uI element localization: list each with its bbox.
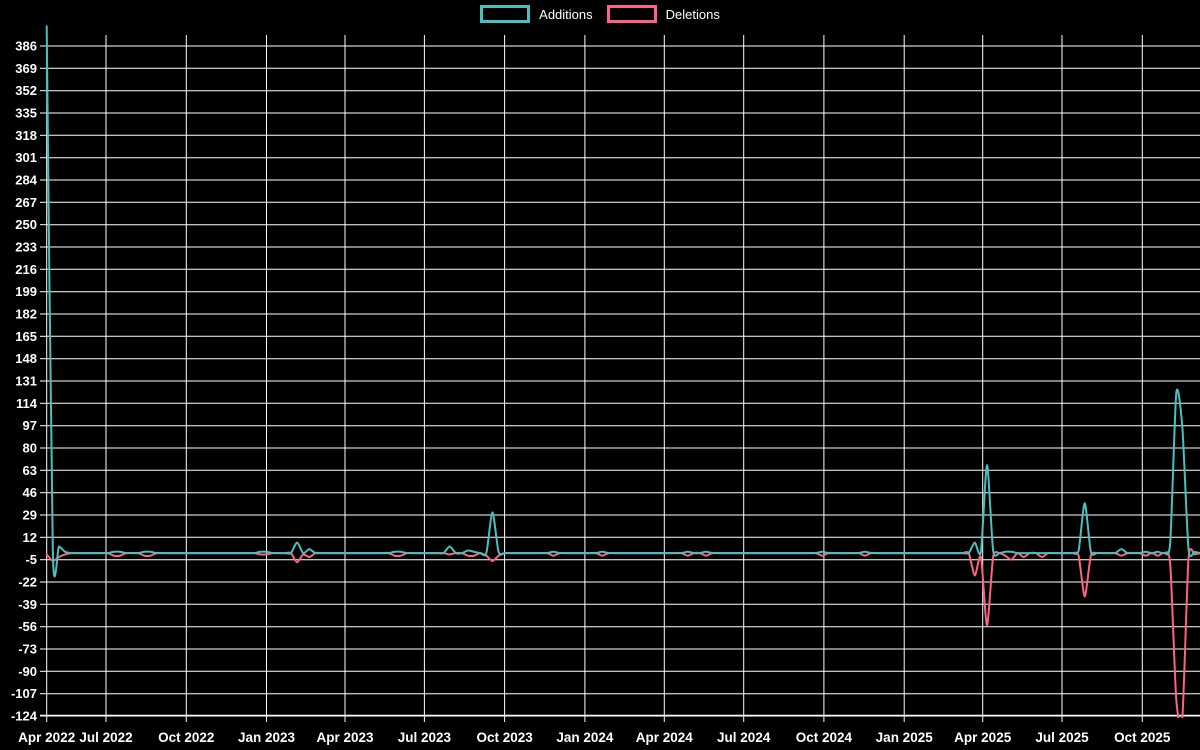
y-axis-tick-label: -73 — [18, 642, 37, 657]
y-axis-tick-label: -90 — [18, 664, 37, 679]
additions-line[interactable] — [45, 25, 1200, 578]
y-axis-tick-label: 335 — [15, 106, 37, 121]
x-axis-tick-label: Oct 2022 — [158, 730, 214, 745]
y-axis-tick-label: 97 — [23, 418, 37, 433]
y-axis-tick-label: 12 — [23, 530, 37, 545]
deletions-line[interactable] — [45, 547, 1200, 723]
x-axis-tick-label: Oct 2025 — [1114, 730, 1171, 745]
y-axis-tick-label: 63 — [23, 463, 37, 478]
y-axis-tick-label: 386 — [15, 39, 37, 54]
additions-legend-label: Additions — [539, 6, 593, 22]
x-axis-tick-label: Jul 2022 — [79, 730, 132, 745]
x-axis-tick-label: Oct 2024 — [796, 730, 853, 745]
y-axis-tick-label: 182 — [15, 307, 37, 322]
legend-item-additions[interactable]: Additions — [480, 5, 593, 23]
y-axis-tick-label: 165 — [15, 329, 37, 344]
x-axis-tick-label: Oct 2023 — [476, 730, 533, 745]
y-axis-tick-label: 301 — [15, 150, 37, 165]
y-axis-tick-label: 216 — [15, 262, 37, 277]
chart-legend: Additions Deletions — [0, 5, 1200, 23]
x-axis-tick-label: Apr 2024 — [636, 730, 694, 745]
y-axis-tick-label: 114 — [16, 396, 38, 411]
y-axis-tick-label: 131 — [15, 374, 37, 389]
y-axis-tick-label: 318 — [15, 128, 37, 143]
x-axis-tick-label: Jan 2024 — [556, 730, 614, 745]
y-axis-tick-label: 80 — [23, 441, 37, 456]
y-axis-tick-label: 29 — [23, 508, 37, 523]
additions-swatch-icon — [480, 5, 531, 23]
y-axis-tick-label: -56 — [18, 619, 37, 634]
y-axis-tick-label: 148 — [15, 351, 37, 366]
y-axis-tick-label: 267 — [15, 195, 37, 210]
y-axis-tick-label: -39 — [18, 597, 37, 612]
y-axis-tick-label: 250 — [15, 217, 37, 232]
deletions-swatch-icon — [606, 5, 657, 23]
y-axis-tick-label: -124 — [11, 709, 38, 724]
y-axis-tick-label: 46 — [23, 485, 37, 500]
x-axis-tick-label: Jan 2025 — [876, 730, 934, 745]
y-axis-tick-label: -5 — [25, 552, 37, 567]
legend-item-deletions[interactable]: Deletions — [606, 5, 720, 23]
y-axis-tick-label: -22 — [18, 575, 37, 590]
y-axis-tick-label: 369 — [15, 61, 37, 76]
y-axis-tick-label: 233 — [15, 240, 37, 255]
x-axis-tick-label: Apr 2025 — [954, 730, 1012, 745]
x-axis-tick-label: Jul 2024 — [717, 730, 771, 745]
x-axis-tick-label: Jul 2023 — [398, 730, 452, 745]
x-axis-tick-label: Jul 2025 — [1035, 730, 1089, 745]
deletions-legend-label: Deletions — [665, 6, 720, 22]
y-axis-tick-label: 284 — [15, 173, 37, 188]
y-axis-tick-label: 199 — [15, 284, 37, 299]
y-axis-tick-label: 352 — [15, 83, 37, 98]
x-axis-tick-label: Apr 2023 — [316, 730, 374, 745]
x-axis-tick-label: Apr 2022 — [18, 730, 75, 745]
y-axis-tick-label: -107 — [11, 686, 37, 701]
x-axis-tick-label: Jan 2023 — [238, 730, 296, 745]
